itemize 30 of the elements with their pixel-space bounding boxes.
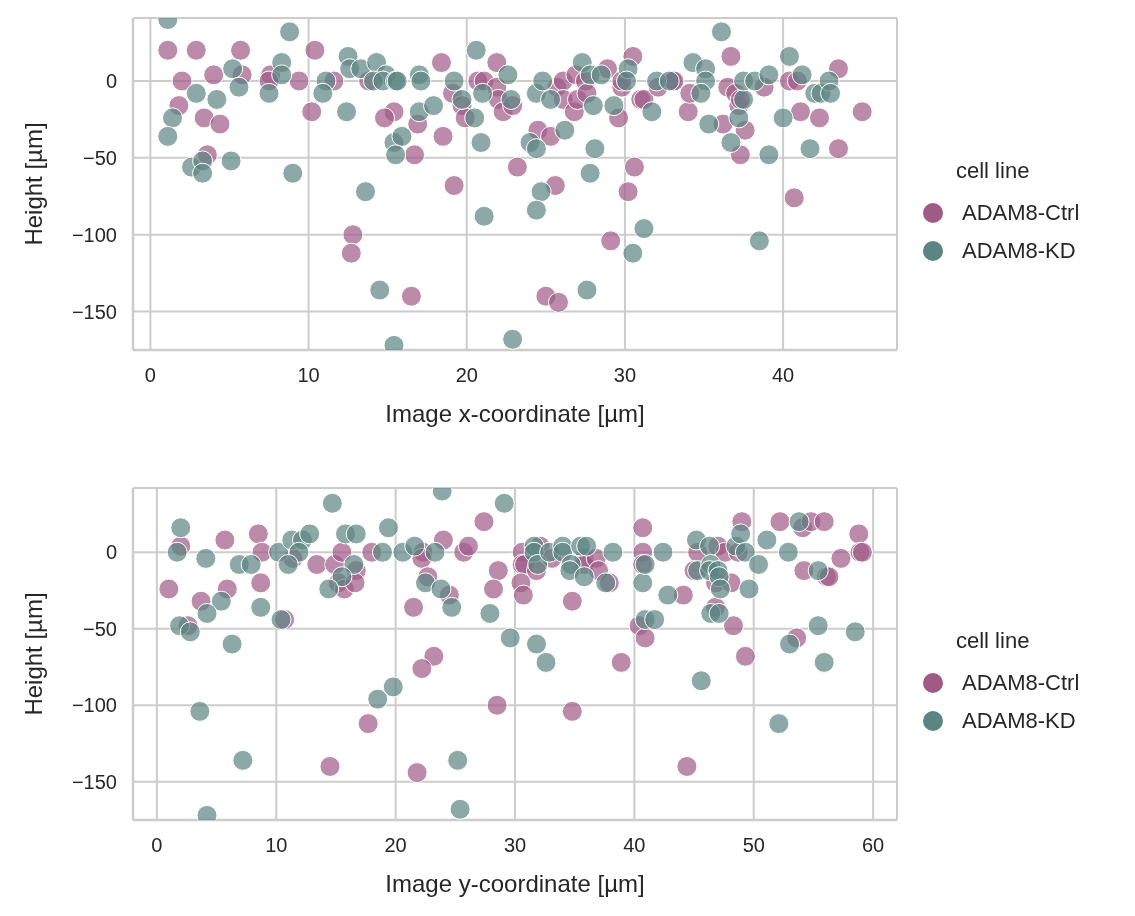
x-tick-label: 60 — [862, 834, 885, 857]
x-tick-label: 0 — [144, 364, 156, 387]
y-tick-label: −100 — [71, 694, 117, 717]
y-tick-label: −150 — [71, 300, 117, 323]
x-tick-label: 20 — [384, 834, 407, 857]
legend-label: ADAM8-KD — [962, 708, 1076, 734]
y-axis-title: Height [µm] — [19, 122, 47, 246]
legend-title: cell line — [956, 628, 1031, 654]
x-tick-label: 50 — [742, 834, 765, 857]
y-tick-label: −50 — [83, 617, 117, 640]
x-axis-title: Image x-coordinate [µm] — [385, 400, 645, 427]
x-tick-label: 30 — [613, 364, 637, 387]
y-tick-label: −50 — [83, 146, 117, 169]
x-tick-label: 10 — [265, 834, 288, 857]
x-tick-label: 30 — [503, 834, 527, 857]
x-tick-label: 20 — [455, 364, 478, 387]
x-tick-label: 40 — [623, 834, 646, 857]
y-tick-label: 0 — [105, 541, 117, 564]
x-tick-label: 0 — [151, 834, 163, 857]
legend-title: cell line — [956, 158, 1031, 184]
legend-label: ADAM8-KD — [962, 238, 1076, 264]
y-tick-label: 0 — [105, 70, 117, 93]
y-axis-title: Height [µm] — [19, 592, 47, 716]
legend-label: ADAM8-Ctrl — [962, 200, 1080, 226]
x-tick-label: 10 — [297, 364, 320, 387]
x-tick-label: 40 — [771, 364, 795, 387]
legend-label: ADAM8-Ctrl — [962, 670, 1080, 696]
y-tick-label: −150 — [71, 770, 117, 793]
x-axis-title: Image y-coordinate [µm] — [385, 870, 645, 897]
y-tick-label: −100 — [71, 223, 117, 246]
